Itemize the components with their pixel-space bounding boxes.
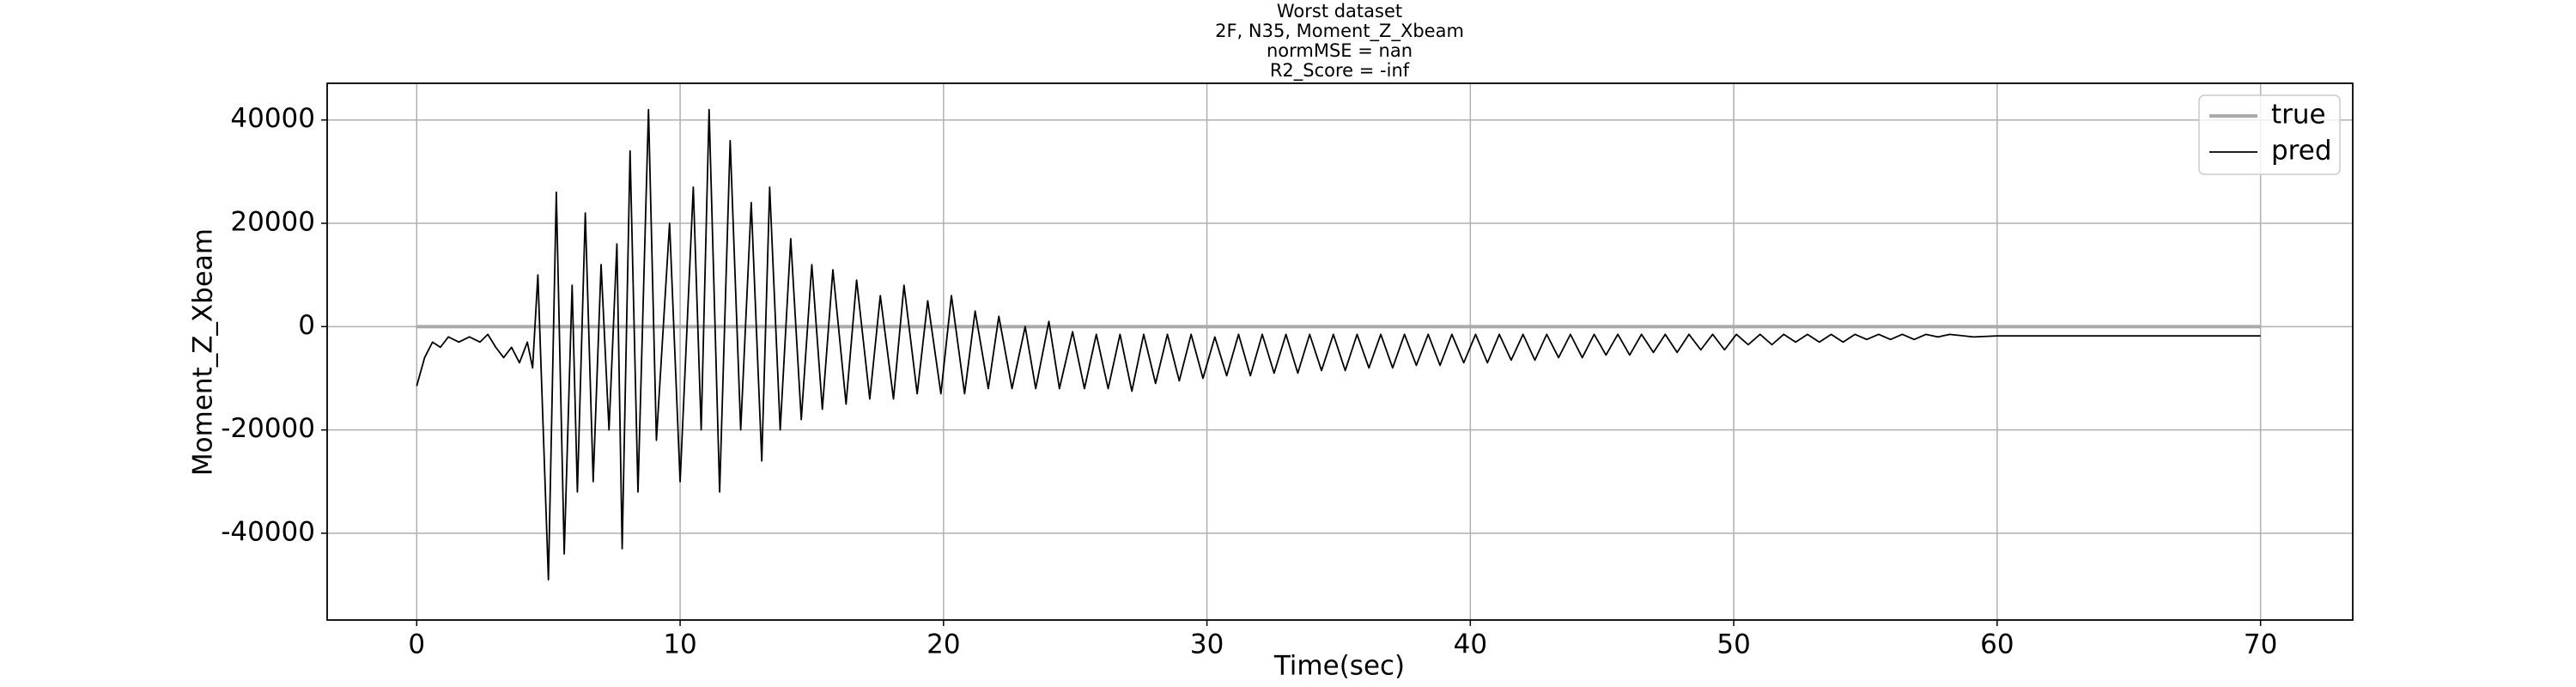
- legend-label: pred: [2271, 136, 2332, 167]
- y-tick-label: 0: [298, 310, 315, 341]
- chart-title: normMSE = nan: [1267, 40, 1413, 61]
- x-tick-label: 10: [663, 629, 696, 660]
- chart-title: 2F, N35, Moment_Z_Xbeam: [1215, 21, 1464, 42]
- y-tick-label: -20000: [221, 413, 315, 444]
- chart-title: Worst dataset: [1277, 1, 1402, 21]
- y-tick-label: 40000: [230, 103, 315, 134]
- y-tick-label: 20000: [230, 207, 315, 238]
- x-axis-label: Time(sec): [1273, 651, 1405, 682]
- series-line: [416, 108, 2261, 581]
- x-tick-label: 20: [927, 629, 960, 660]
- chart-title: R2_Score = -inf: [1270, 60, 1410, 82]
- y-tick-label: -40000: [221, 516, 315, 547]
- legend-label: true: [2271, 100, 2326, 131]
- x-tick-label: 70: [2244, 629, 2277, 660]
- x-tick-label: 0: [408, 629, 425, 660]
- x-tick-label: 30: [1190, 629, 1224, 660]
- x-tick-label: 60: [1980, 629, 2014, 660]
- x-tick-label: 40: [1454, 629, 1487, 660]
- plot-frame: [326, 82, 2354, 621]
- x-tick-label: 50: [1716, 629, 1750, 660]
- y-axis-label: Moment_Z_Xbeam: [188, 228, 219, 476]
